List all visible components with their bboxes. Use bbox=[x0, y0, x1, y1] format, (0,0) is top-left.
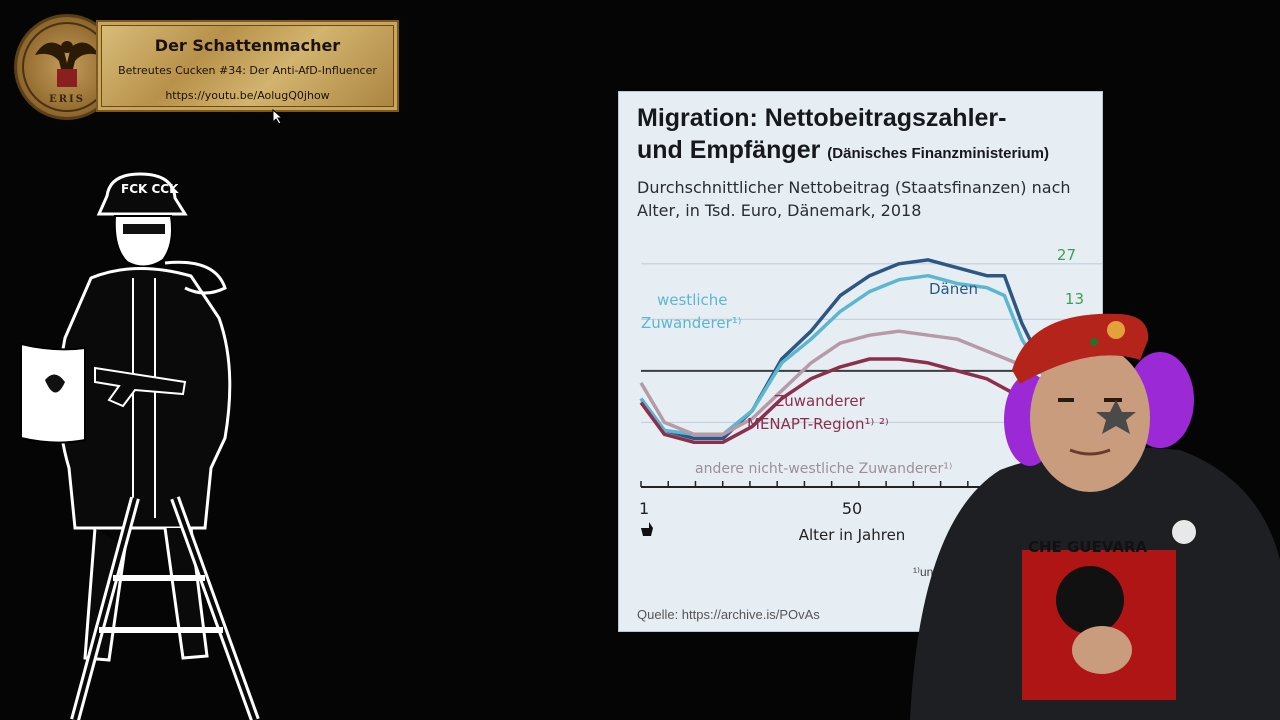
chart-title-source: (Dänisches Finanzministerium) bbox=[827, 145, 1050, 162]
chart-labels: 27 13 Dänen westliche Zuwanderer¹⁾ Zuwan… bbox=[639, 246, 1084, 544]
label-westliche-2: Zuwanderer¹⁾ bbox=[641, 314, 741, 332]
label-westliche-1: westliche bbox=[657, 291, 728, 309]
chart-title-line-1: Migration: Nettobeitragszahler- bbox=[637, 104, 1007, 132]
label-menapt-2: MENAPT-Region¹⁾ ²⁾ bbox=[747, 415, 889, 433]
video-info-banner: Der Schattenmacher Betreutes Cucken #34:… bbox=[96, 20, 399, 112]
video-link[interactable]: https://youtu.be/AolugQ0jhow bbox=[165, 89, 330, 102]
y-tick-label-13: 13 bbox=[1065, 290, 1084, 308]
ladder-person-illustration: FCK CCK bbox=[20, 172, 260, 720]
shirt-text: CHE GUEVARA bbox=[1028, 538, 1148, 556]
label-menapt-1: Zuwanderer bbox=[774, 392, 866, 410]
chart-title-line-2: und Empfänger (Dänisches Finanzministeri… bbox=[637, 136, 1049, 165]
chart-subtitle: Durchschnittlicher Nettobeitrag (Staatsf… bbox=[637, 178, 1071, 220]
emblem-text: ERIS bbox=[49, 94, 85, 105]
channel-title: Der Schattenmacher bbox=[154, 36, 341, 55]
beret-figure-illustration: CHE GUEVARA bbox=[910, 313, 1280, 720]
y-tick-label-27: 27 bbox=[1057, 246, 1076, 264]
x-tick-label-50: 50 bbox=[842, 499, 862, 518]
chart-source: Quelle: https://archive.is/POvAs bbox=[637, 607, 820, 622]
mouse-cursor-icon bbox=[272, 109, 284, 125]
label-andere: andere nicht-westliche Zuwanderer¹⁾ bbox=[695, 461, 952, 477]
baby-stroller-icon bbox=[641, 522, 653, 536]
label-daenen: Dänen bbox=[929, 280, 978, 298]
chart-title-main: und Empfänger bbox=[637, 136, 821, 164]
hat-text: FCK CCK bbox=[121, 182, 179, 196]
x-axis-label: Alter in Jahren bbox=[799, 526, 906, 544]
video-subtitle: Betreutes Cucken #34: Der Anti-AfD-Influ… bbox=[118, 64, 377, 77]
x-tick-label-1: 1 bbox=[639, 499, 649, 518]
series-line-daenen bbox=[639, 258, 1102, 471]
